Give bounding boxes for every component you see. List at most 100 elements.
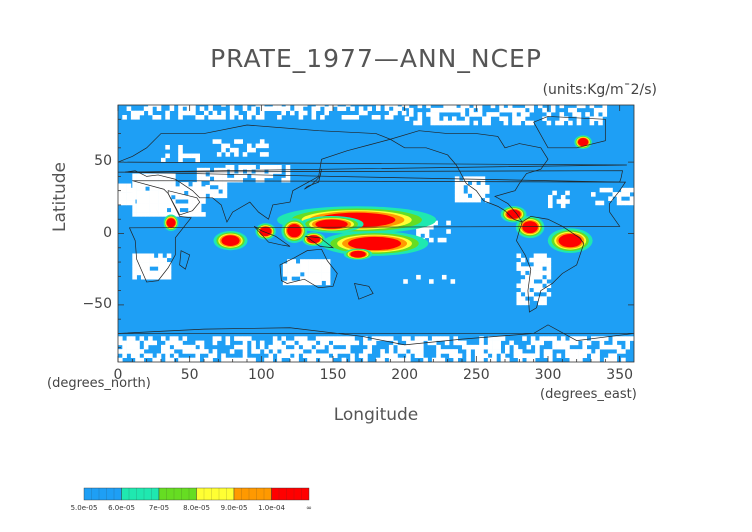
dry-cell [238, 139, 243, 144]
dry-cell [259, 173, 265, 179]
dry-cell [153, 182, 159, 187]
dry-cell [251, 357, 256, 362]
dry-cell [580, 105, 586, 109]
dry-cell [537, 287, 543, 293]
dry-cell [140, 199, 146, 204]
dry-cell [182, 105, 188, 107]
dry-cell [290, 357, 295, 362]
dry-cell [440, 357, 446, 362]
colorbar-label: 6.0e-05 [108, 504, 135, 512]
coastline [118, 124, 627, 223]
dry-cell [464, 116, 470, 122]
dry-cell [130, 192, 136, 197]
dry-cell [603, 187, 609, 193]
dry-cell [238, 173, 243, 179]
dry-cell [178, 340, 183, 346]
dry-cell [225, 340, 231, 346]
dry-cell [136, 270, 142, 276]
dry-cell [272, 344, 278, 350]
dry-cell [529, 279, 534, 284]
dry-cell [294, 349, 299, 354]
dry-cell [401, 110, 407, 116]
dry-cell [188, 190, 193, 196]
dry-cell [302, 105, 308, 107]
dry-cell [380, 353, 385, 359]
dry-cell [608, 196, 613, 201]
dry-cell [171, 207, 176, 213]
dry-cell [307, 344, 312, 350]
dry-cell [474, 344, 480, 350]
dry-cell [426, 105, 431, 109]
dry-cell [576, 116, 582, 122]
dry-cell [608, 353, 613, 359]
dry-cell [139, 110, 145, 116]
dry-cell [317, 267, 322, 273]
dry-cell [612, 340, 618, 346]
x-tick-label: 150 [319, 367, 347, 383]
dry-cell [307, 353, 312, 359]
precip-contour [348, 236, 402, 251]
dry-cell [477, 112, 483, 117]
dry-cell [255, 143, 261, 149]
dry-cell [225, 357, 231, 362]
dry-cell [182, 349, 188, 354]
dry-cell [500, 336, 506, 341]
dry-cell [139, 357, 145, 362]
dry-cell [341, 114, 347, 120]
dry-cell [537, 262, 543, 267]
dry-cell [598, 120, 603, 126]
dry-cell [548, 199, 553, 204]
dry-cell [143, 353, 149, 359]
dry-cell [302, 340, 308, 346]
dry-cell [153, 257, 159, 263]
colorbar-swatch [158, 487, 197, 501]
dry-cell [132, 203, 137, 209]
dry-cell [414, 340, 420, 346]
colorbar-label: 7e-05 [148, 504, 170, 512]
dry-cell [295, 263, 301, 269]
coastline [167, 190, 201, 216]
dry-cell [173, 344, 179, 350]
dry-cell [380, 349, 385, 354]
dry-cell [255, 349, 261, 354]
dry-cell [277, 106, 282, 112]
dry-cell [195, 114, 200, 120]
dry-cell [162, 212, 168, 217]
dry-cell [178, 149, 183, 154]
dry-cell [162, 262, 168, 267]
dry-cell [209, 193, 215, 199]
dry-cell [582, 336, 587, 341]
dry-cell [447, 120, 453, 126]
dry-cell [175, 194, 180, 200]
dry-cell [397, 349, 403, 354]
dry-cell [229, 114, 235, 120]
dry-cell [320, 114, 325, 120]
dry-cell [162, 190, 168, 196]
dry-cell [437, 237, 443, 243]
dry-cell [242, 349, 248, 354]
dry-cell [205, 184, 211, 190]
dry-cell [444, 349, 450, 354]
dry-cell [208, 114, 213, 120]
dry-cell [317, 272, 322, 277]
dry-cell [443, 116, 448, 122]
dry-cell [264, 357, 269, 362]
dry-cell [153, 199, 159, 204]
dry-cell [214, 189, 219, 194]
dry-cell [135, 357, 140, 362]
dry-cell [225, 143, 231, 149]
dry-cell [175, 207, 180, 213]
dry-cell [122, 200, 127, 206]
dry-cell [333, 349, 338, 354]
dry-cell [433, 220, 438, 226]
dry-cell [529, 283, 534, 289]
dry-cell [158, 262, 163, 267]
dry-cell [282, 280, 288, 286]
dry-cell [153, 207, 159, 213]
dry-cell [436, 353, 441, 359]
dry-cell [320, 344, 325, 350]
dry-cell [191, 105, 196, 107]
dry-cell [325, 267, 331, 273]
dry-cell [234, 336, 239, 341]
dry-cell [259, 106, 265, 112]
